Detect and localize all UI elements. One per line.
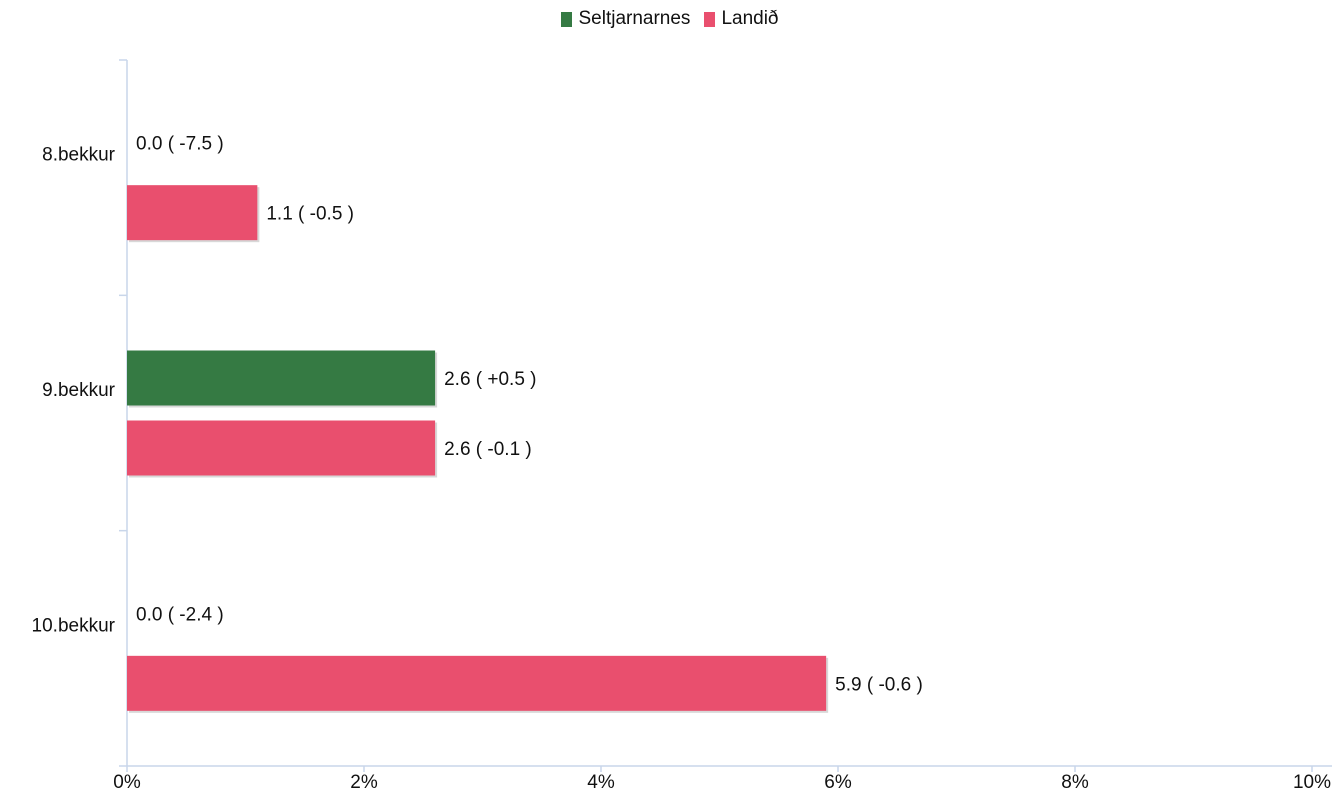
x-tick-label: 4% bbox=[587, 772, 615, 790]
legend-swatch-seltjarnarnes bbox=[561, 11, 573, 27]
category-label: 9.bekkur bbox=[42, 380, 116, 401]
category-label: 8.bekkur bbox=[42, 145, 116, 166]
legend-item-seltjarnarnes[interactable]: Seltjarnarnes bbox=[561, 8, 690, 30]
x-tick-label: 10% bbox=[1293, 772, 1331, 790]
legend: Seltjarnarnes Landið bbox=[0, 8, 1340, 30]
x-tick-label: 0% bbox=[113, 772, 141, 790]
x-tick-label: 8% bbox=[1061, 772, 1089, 790]
data-label: 2.6 ( +0.5 ) bbox=[444, 369, 536, 390]
x-tick-label: 6% bbox=[824, 772, 852, 790]
legend-label-landid: Landið bbox=[721, 8, 779, 29]
data-label: 0.0 ( -7.5 ) bbox=[136, 134, 224, 155]
x-tick-label: 2% bbox=[350, 772, 378, 790]
category-label: 10.bekkur bbox=[32, 615, 116, 636]
legend-swatch-landid bbox=[704, 11, 716, 27]
bar[interactable] bbox=[127, 350, 436, 406]
legend-label-seltjarnarnes: Seltjarnarnes bbox=[578, 8, 691, 29]
data-label: 2.6 ( -0.1 ) bbox=[444, 439, 532, 460]
bar[interactable] bbox=[127, 420, 436, 476]
bar[interactable] bbox=[127, 185, 258, 241]
data-label: 1.1 ( -0.5 ) bbox=[266, 204, 354, 225]
legend-item-landid[interactable]: Landið bbox=[704, 8, 779, 30]
bar[interactable] bbox=[127, 655, 827, 711]
data-label: 5.9 ( -0.6 ) bbox=[835, 674, 923, 695]
data-label: 0.0 ( -2.4 ) bbox=[136, 604, 224, 625]
